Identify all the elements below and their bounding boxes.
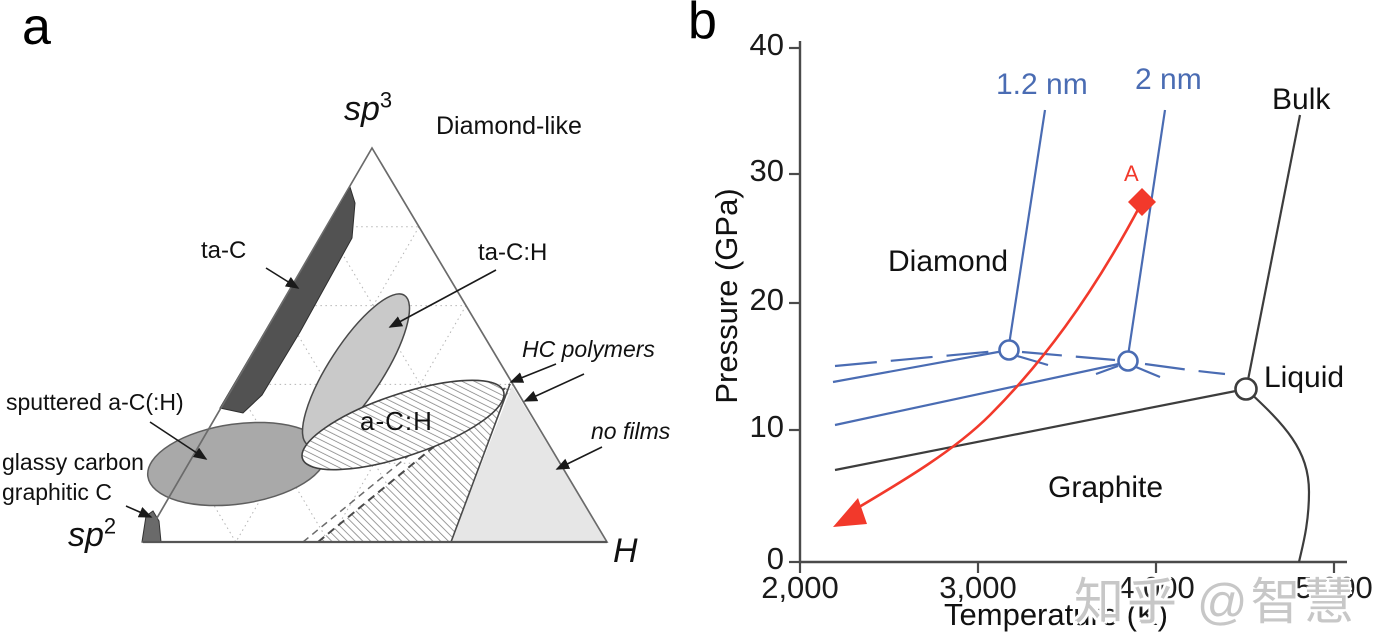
ternary-corner-sp2: sp2 (68, 513, 117, 554)
ta-c-label: ta-C (201, 237, 247, 264)
y-tick-0: 0 (766, 541, 784, 576)
stub-1-2nm (1013, 353, 1049, 367)
dashed-melting-middle (1021, 350, 1116, 362)
ternary-diagram (125, 146, 609, 544)
triple-point-bulk (1234, 377, 1258, 401)
graphitic-c-label: graphitic C (2, 479, 112, 505)
x-tick-5000: 5,000 (1295, 570, 1373, 605)
ta-c-arrow (265, 267, 300, 289)
a-c-h-label: a-C:H (360, 406, 433, 436)
bulk-boundaries (834, 114, 1311, 563)
hc-polymers-label: HC polymers (522, 336, 655, 362)
ta-c-region (219, 185, 356, 414)
panel-a-letter: a (22, 0, 51, 56)
ta-c-h-label: ta-C:H (478, 239, 548, 266)
line-1-2nm-vertical (1007, 109, 1047, 346)
no-films-arrow (555, 446, 603, 470)
no-films-label: no films (591, 418, 671, 444)
triple-points (998, 339, 1258, 401)
line-1-2nm-equilibrium (832, 348, 1010, 384)
graphite-phase-label: Graphite (1048, 471, 1164, 504)
red-triangle-marker (833, 498, 867, 527)
a-c-h-region (301, 379, 505, 471)
stub-2nm-left (1095, 364, 1119, 376)
pt-phase-diagram (789, 41, 1347, 573)
red-path-group (833, 188, 1156, 527)
nano-lines (832, 109, 1226, 427)
axis-ticks (789, 46, 1336, 573)
point-a-diamond-marker (1128, 188, 1156, 216)
triple-point-1-2nm (998, 339, 1020, 361)
y-tick-10: 10 (749, 409, 784, 444)
watermark: 知乎 @智慧树 (1074, 574, 1357, 630)
x-tick-4000: 4,000 (1117, 570, 1195, 605)
dashed-melting-left (834, 349, 998, 368)
bulk-graphite-diamond-line (834, 387, 1247, 472)
ternary-corner-sp3: sp3 (344, 87, 393, 128)
panel-b-letter: b (688, 0, 717, 50)
ternary-corner-h: H (613, 532, 638, 570)
glassy-carbon-label: glassy carbon (2, 449, 144, 475)
diamond-phase-label: Diamond (888, 245, 1009, 278)
sputtered-arrow (149, 421, 208, 460)
sputtered-label: sputtered a-C(:H) (6, 389, 184, 415)
dashed-melting-right (1144, 362, 1226, 376)
line-2nm-vertical (1126, 109, 1167, 357)
y-tick-30: 30 (749, 153, 784, 188)
curve-label-1-2nm: 1.2 nm (996, 68, 1088, 101)
no-films-region (451, 386, 607, 542)
triple-point-2nm (1117, 350, 1139, 372)
stub-2nm-right (1135, 365, 1161, 379)
red-transformation-path (848, 203, 1143, 515)
annotation-arrows (125, 267, 603, 518)
x-axis-label: Temperature (K) (944, 597, 1168, 632)
y-tick-20: 20 (749, 282, 784, 317)
curve-label-2nm: 2 nm (1135, 63, 1202, 96)
point-a-label: A (1124, 161, 1139, 186)
hc-polymers-arrow-1 (509, 363, 557, 383)
liquid-phase-label: Liquid (1264, 361, 1345, 394)
line-2nm-equilibrium (834, 360, 1129, 427)
hc-polymers-arrow-2 (523, 373, 585, 402)
x-tick-3000: 3,000 (939, 570, 1017, 605)
graphite-liquid-boundary (1245, 388, 1311, 563)
curve-label-bulk: Bulk (1272, 83, 1331, 116)
bulk-melting-line (1246, 114, 1302, 381)
glassy-carbon-arrow (125, 505, 153, 518)
ta-c-h-arrow (388, 269, 497, 328)
y-tick-40: 40 (749, 27, 784, 62)
x-tick-2000: 2,000 (761, 570, 839, 605)
diamond-like-label: Diamond-like (436, 112, 582, 140)
